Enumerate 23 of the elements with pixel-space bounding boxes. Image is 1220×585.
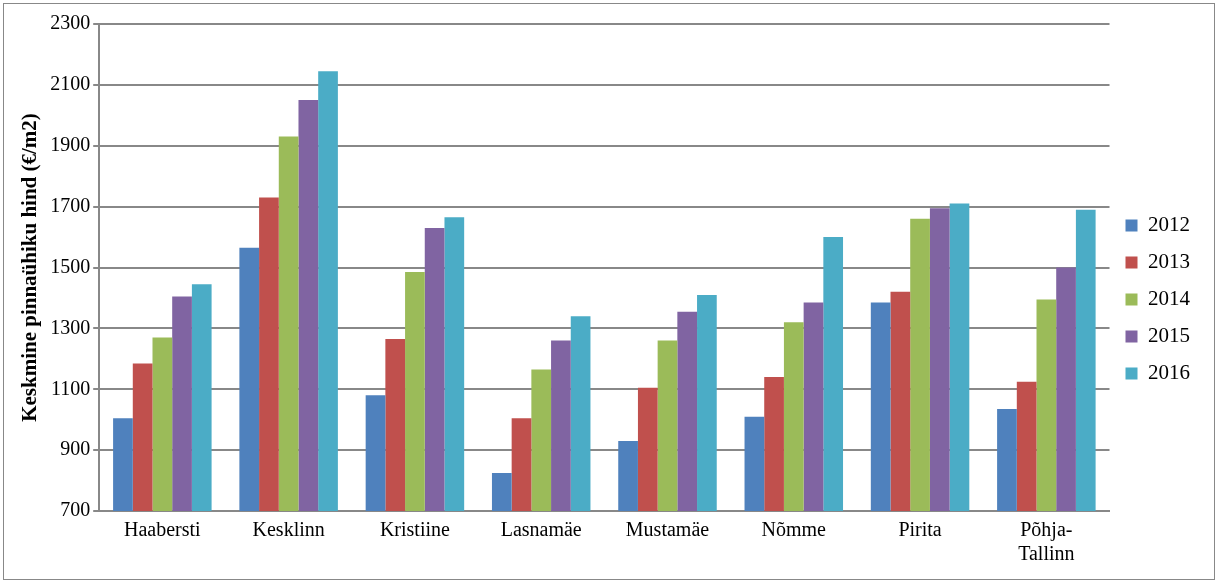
y-tick-label: 1300 [50,315,91,338]
legend-label: 2012 [1148,212,1190,237]
y-tick-label: 2300 [50,11,91,34]
legend-label: 2014 [1148,286,1191,311]
x-tick-label: Kristiine [379,518,451,541]
y-tick-label: 1700 [50,193,91,216]
x-tick-label: Mustamäe [625,518,710,541]
y-tick-label: 900 [60,437,91,460]
y-tick-label: 700 [60,498,91,521]
y-tick-label: 2100 [50,72,91,95]
x-tick-label: Kesklinn [252,518,325,541]
x-tick-label: Lasnamäe [500,518,582,541]
x-tick-label: Nõmme [761,518,827,541]
x-tick-label: Põhja-Tallinn [1018,518,1075,565]
y-tick-label: 1500 [50,254,91,277]
legend-label: 2013 [1148,249,1190,274]
y-axis-title: Keskmine pinnaühiku hind (€/m2) [17,113,42,422]
x-tick-label: Haabersti [124,518,202,541]
legend-label: 2016 [1148,360,1190,385]
legend-label: 2015 [1148,323,1190,348]
y-tick-label: 1900 [50,133,91,155]
y-tick-label: 1100 [50,376,91,399]
x-tick-label: Pirita [898,518,942,541]
